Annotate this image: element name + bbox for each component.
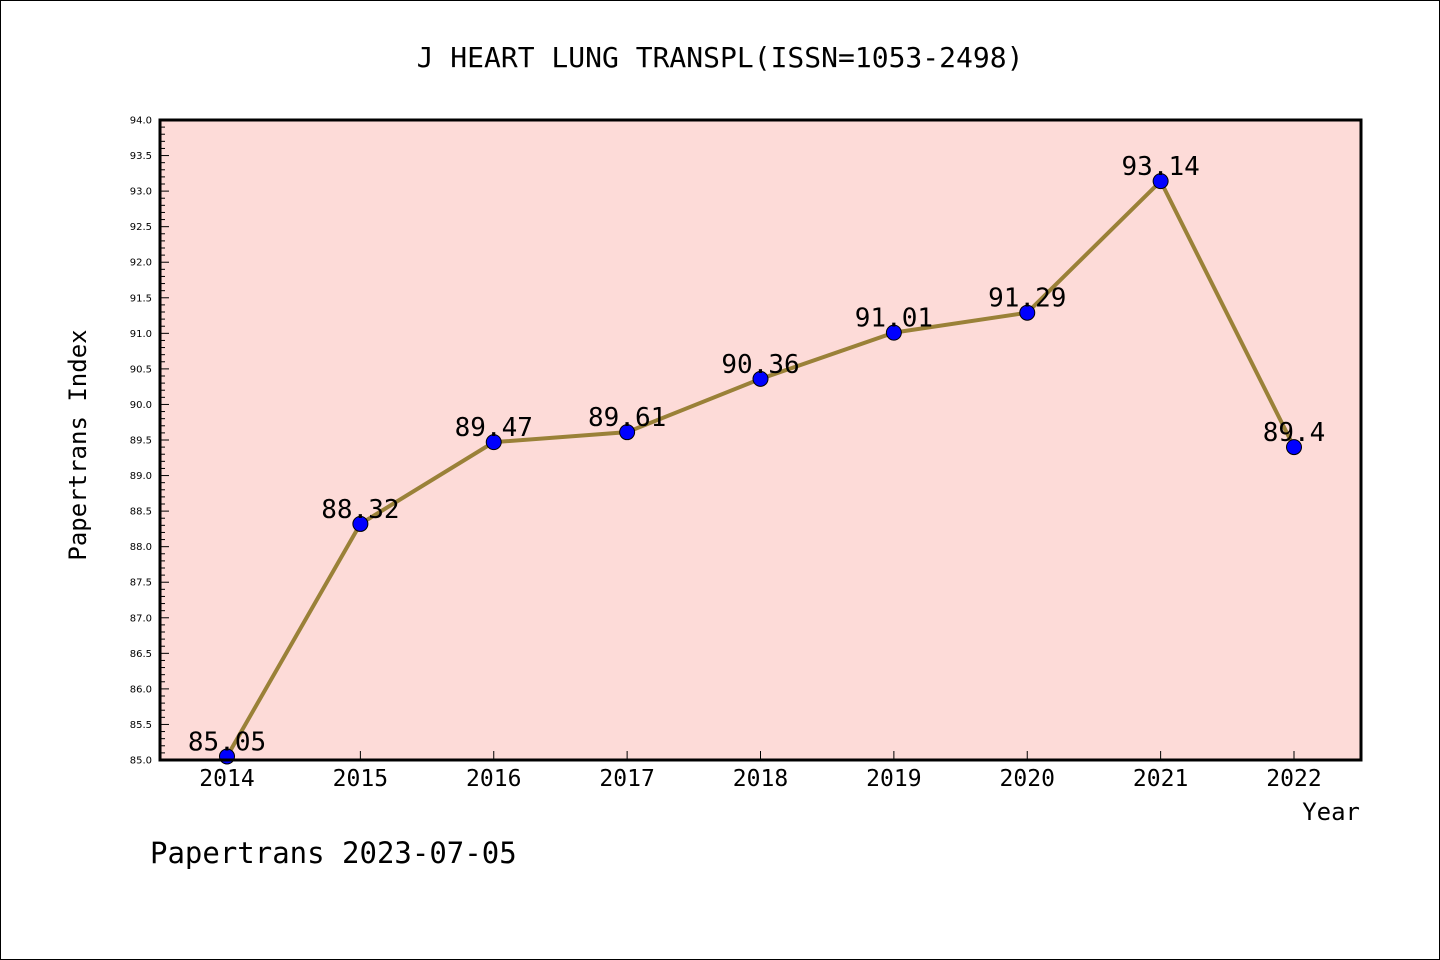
x-tick-label: 2017 [599,766,654,792]
data-label: 93.14 [1121,152,1199,182]
y-tick-label: 93.5 [130,151,152,162]
y-tick-label: 86.5 [130,649,152,660]
y-tick-label: 85.5 [130,720,152,731]
data-label: 89.47 [455,413,533,443]
y-tick-label: 93.0 [130,187,152,198]
plot-area [160,120,1361,760]
data-label: 89.61 [588,403,666,433]
x-axis-label: Year [1302,798,1360,826]
data-point-marker [1152,173,1169,190]
x-tick-label: 2014 [199,766,254,792]
data-label: 88.32 [321,495,399,525]
data-point-marker [352,515,369,532]
footer-credit: Papertrans 2023-07-05 [150,836,517,870]
y-tick-label: 92.5 [130,222,152,233]
y-tick-label: 87.5 [130,578,152,589]
y-tick-label: 89.0 [130,471,152,482]
y-tick-label: 90.5 [130,364,152,375]
data-label: 91.01 [855,304,933,334]
x-tick-label: 2019 [866,766,921,792]
data-point-marker [485,434,502,451]
y-tick-label: 85.0 [130,756,152,767]
data-point-marker [619,424,636,441]
x-tick-label: 2020 [1000,766,1055,792]
data-point-marker [885,324,902,341]
x-tick-label: 2016 [466,766,521,792]
data-markers [219,173,1302,765]
y-tick-label: 91.0 [130,329,152,340]
chart-title: J HEART LUNG TRANSPL(ISSN=1053-2498) [417,41,1024,74]
y-tick-label: 89.5 [130,436,152,447]
y-axis: 85.0 85.5 86.0 86.5 87.0 87.5 88.0 88.5 89.0 89.5… [130,116,169,767]
data-point-marker [752,370,769,387]
plot-border [158,118,1363,762]
y-tick-label: 94.0 [130,116,152,127]
y-tick-label: 88.5 [130,507,152,518]
x-axis: 2014 2015 2016 2017 2018 2019 2020 2021 2022 [199,751,1322,792]
data-label: 90.36 [721,350,799,380]
x-tick-label: 2015 [333,766,388,792]
data-label: 91.29 [988,284,1066,314]
y-axis-label: Papertrans Index [64,329,92,560]
x-tick-label: 2018 [733,766,788,792]
data-labels: 85.05 88.32 89.47 89.61 90.36 91.01 91.29 93.14… [188,152,1325,757]
data-label: 85.05 [188,727,266,757]
data-point-marker [1019,304,1036,321]
y-tick-label: 86.0 [130,684,152,695]
y-tick-label: 91.5 [130,293,152,304]
y-tick-label: 87.0 [130,613,152,624]
data-label: 89.4 [1263,418,1326,448]
y-tick-label: 92.0 [130,258,152,269]
y-tick-label: 90.0 [130,400,152,411]
data-point-marker [1286,439,1302,456]
y-tick-label: 88.0 [130,542,152,553]
x-tick-label: 2021 [1133,766,1188,792]
x-tick-label: 2022 [1266,766,1321,792]
